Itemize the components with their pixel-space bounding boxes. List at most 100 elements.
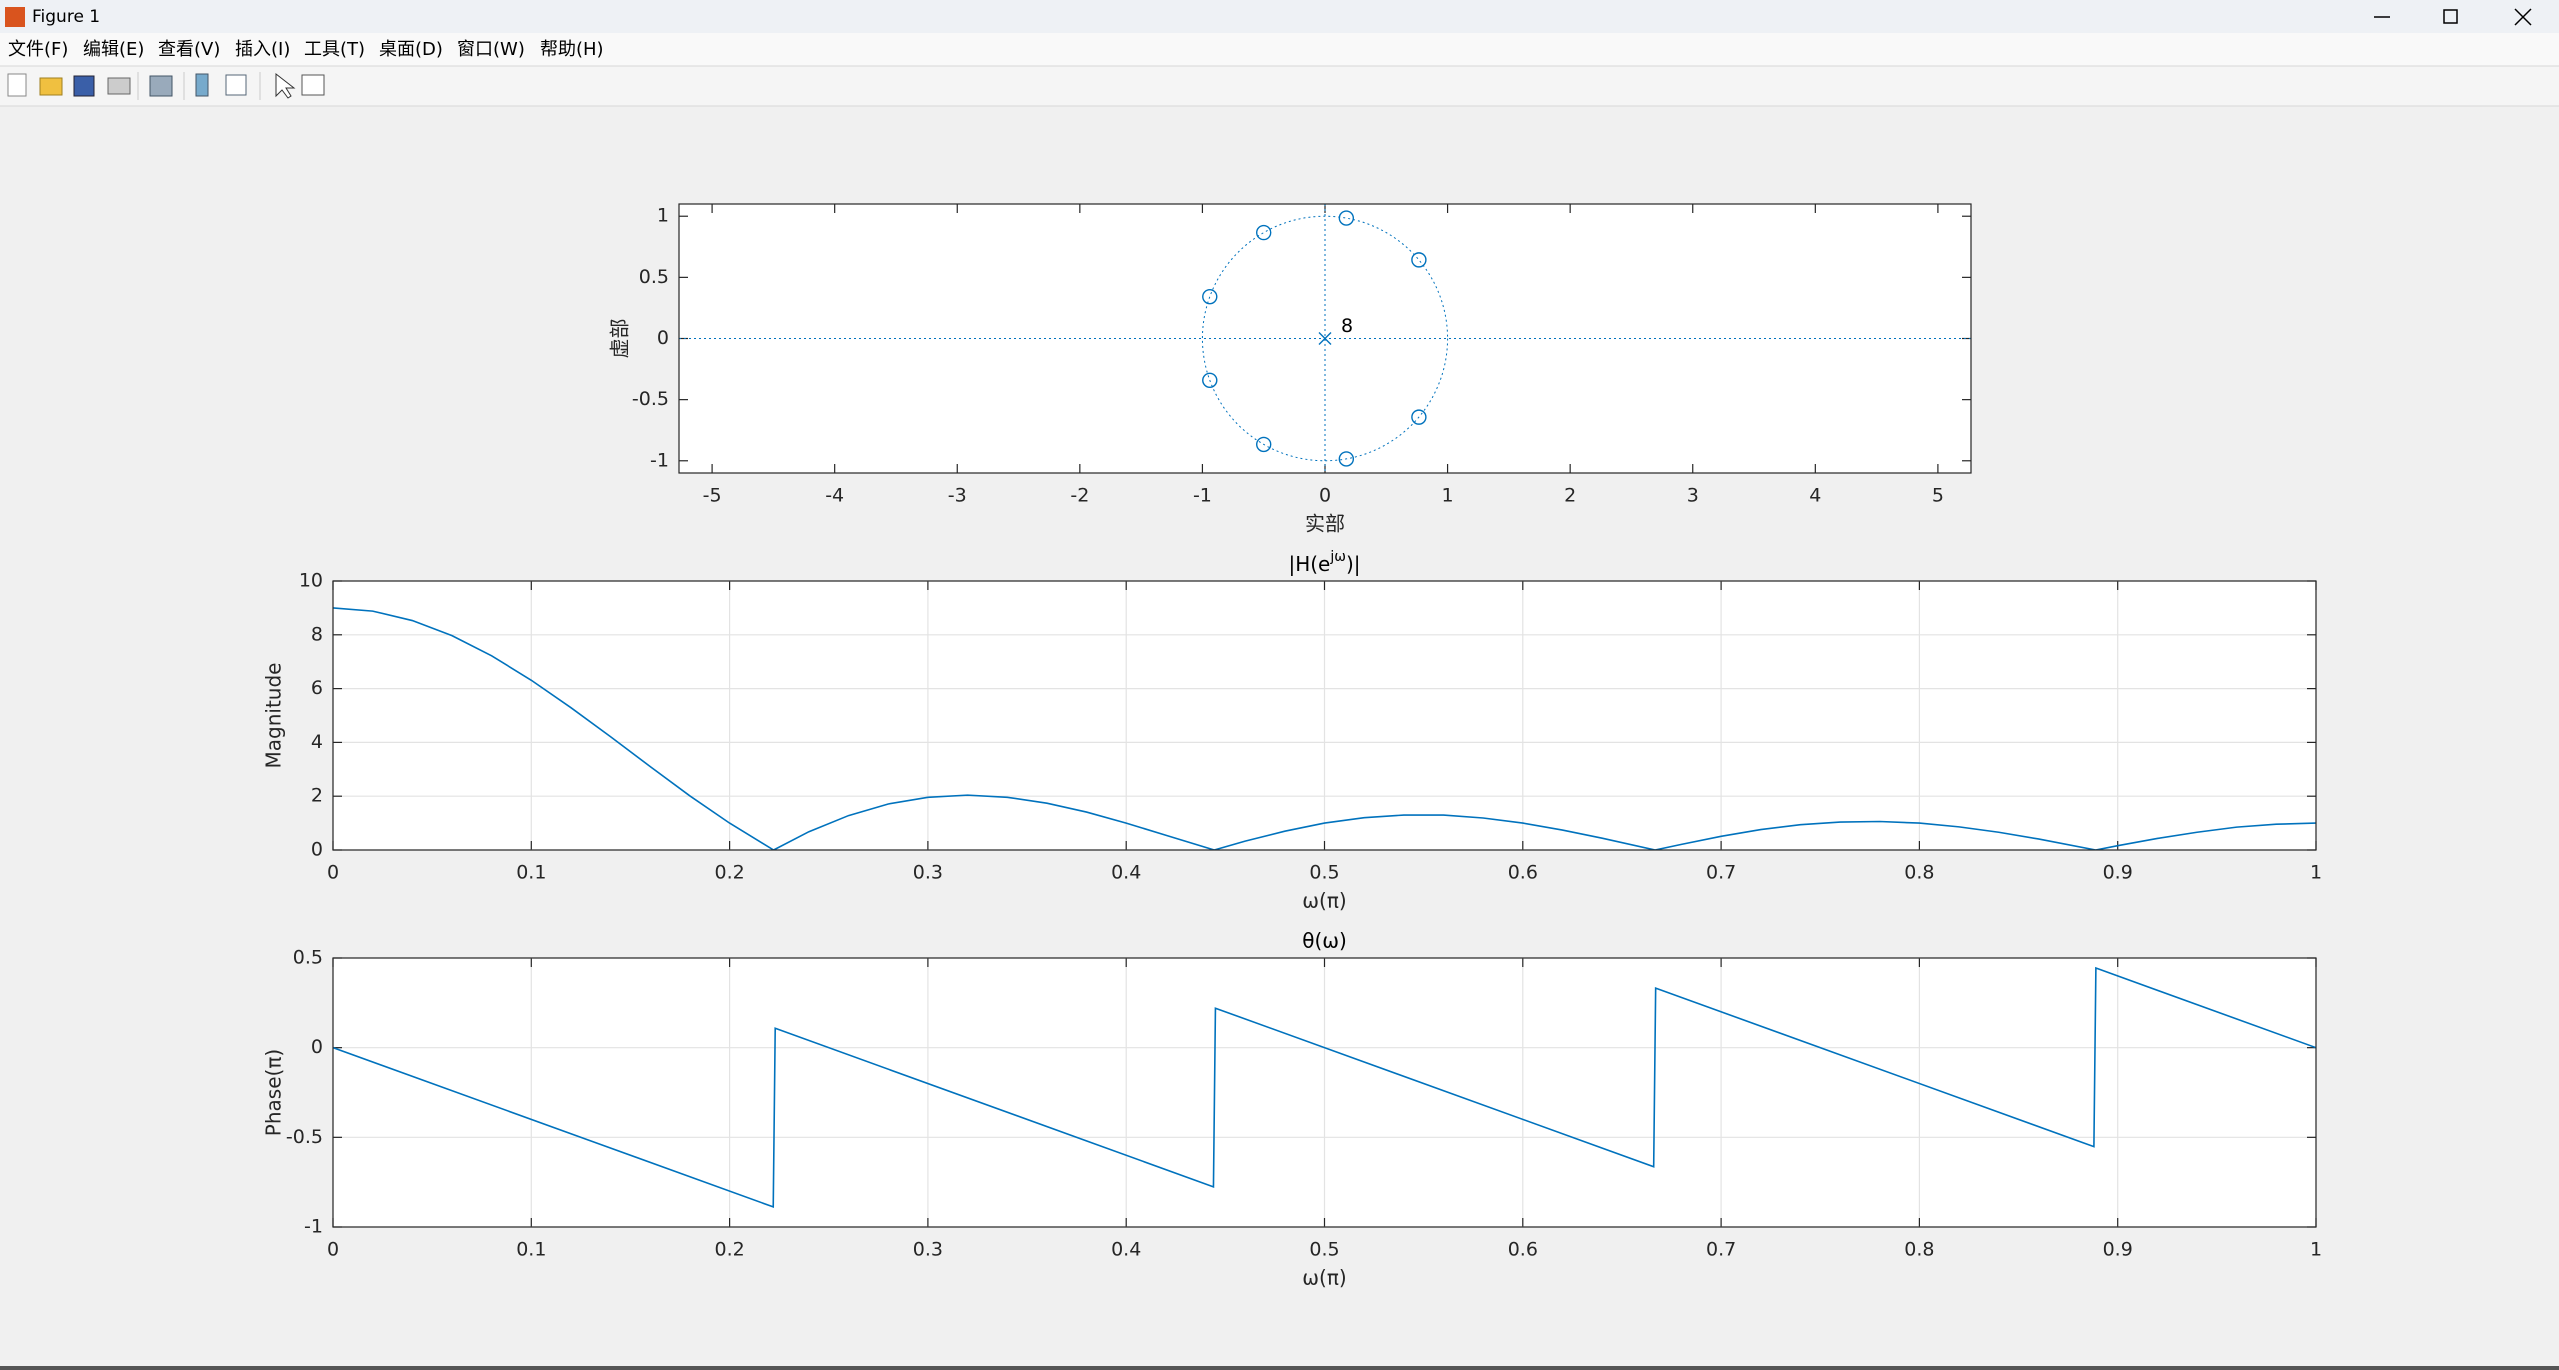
axes-box (678, 203, 1972, 474)
x-tick-label: 3 (1687, 485, 1699, 507)
x-tick-label: 0 (327, 1239, 339, 1261)
window-title: Figure 1 (32, 7, 100, 27)
x-tick-label: 0.6 (1508, 1239, 1538, 1261)
zero-marker (1202, 372, 1218, 389)
save-icon[interactable] (73, 75, 95, 97)
axes-box (332, 580, 2317, 851)
y-tick-label: -0.5 (632, 388, 669, 410)
zero-marker (1411, 409, 1427, 425)
open-icon[interactable] (39, 77, 63, 96)
x-tick-label: 0.3 (913, 862, 943, 884)
colorbar-icon[interactable] (195, 73, 209, 97)
close-button[interactable] (2514, 8, 2532, 26)
y-tick-label: -1 (650, 449, 669, 471)
data-layer (679, 204, 1971, 473)
y-tick-label: 0 (311, 1036, 323, 1058)
zero-marker (1411, 252, 1427, 268)
y-axis-label: Magnitude (262, 663, 286, 769)
x-tick-label: 0.9 (2103, 862, 2133, 884)
data-layer (333, 607, 2316, 850)
x-tick-label: 1 (2310, 1239, 2322, 1261)
axes: -5 -4 -3 -2 -1 0 1 2 3 4 5 -1 -0.5 0 0.5 1 8 实部 虚部 (608, 203, 1972, 536)
x-axis-label: ω(π) (1302, 889, 1346, 913)
x-tick-label: 0.8 (1904, 862, 1934, 884)
axes-box (332, 957, 2317, 1228)
legend-icon[interactable] (225, 74, 247, 96)
pole-marker (1318, 332, 1332, 345)
y-tick-label: 0 (311, 839, 323, 861)
toolbar (0, 66, 2559, 106)
x-tick-label: 0.8 (1904, 1239, 1934, 1261)
print-icon[interactable] (107, 77, 131, 95)
app-icon (5, 7, 25, 27)
x-tick-label: 0.6 (1508, 862, 1538, 884)
zero-marker (1338, 451, 1355, 467)
axes: 0 0.1 0.2 0.3 0.4 0.5 0.6 0.7 0.8 0.9 1 -1 -0.5 0 0.5 θ… (262, 929, 2323, 1290)
y-axis-label: Phase(π) (262, 1049, 286, 1136)
x-tick-label: 0.4 (1111, 862, 1141, 884)
x-tick-label: 0 (1319, 485, 1331, 507)
x-tick-label: -5 (703, 485, 722, 507)
x-tick-label: 0.2 (714, 862, 744, 884)
x-tick-label: 0.1 (516, 1239, 546, 1261)
x-tick-label: 0.7 (1706, 862, 1736, 884)
x-tick-label: 0.1 (516, 862, 546, 884)
x-tick-label: -1 (1193, 485, 1212, 507)
axes: 0 0.1 0.2 0.3 0.4 0.5 0.6 0.7 0.8 0.9 10246810|H(e… (262, 549, 2323, 913)
title-bar (0, 0, 2559, 33)
y-tick-label: 0.5 (293, 947, 323, 969)
y-tick-label: 2 (311, 785, 323, 807)
y-tick-label: 0 (657, 327, 669, 349)
y-tick-label: 0.5 (639, 266, 669, 288)
y-tick-label: 1 (657, 205, 669, 227)
x-tick-label: -3 (948, 485, 967, 507)
x-tick-label: 1 (2310, 862, 2322, 884)
zero-marker (1256, 224, 1272, 241)
x-tick-label: -4 (825, 485, 844, 507)
menu-item[interactable]: 插入(I) (235, 39, 290, 60)
x-tick-label: 0.2 (714, 1239, 744, 1261)
pole-multiplicity: 8 (1341, 315, 1353, 337)
x-tick-label: 0.5 (1309, 862, 1339, 884)
x-tick-label: 0.7 (1706, 1239, 1736, 1261)
data-line (333, 607, 2316, 850)
menu-item[interactable]: 帮助(H) (540, 39, 604, 60)
x-tick-label: 0 (327, 862, 339, 884)
menu-item[interactable]: 工具(T) (304, 39, 365, 60)
x-axis-label: 实部 (1305, 512, 1345, 536)
menu-item[interactable]: 窗口(W) (457, 39, 525, 60)
zero-marker (1256, 436, 1272, 453)
menu-item[interactable]: 编辑(E) (83, 39, 144, 60)
x-tick-label: 5 (1932, 485, 1944, 507)
menu-item[interactable]: 桌面(D) (379, 39, 443, 60)
toolbar-icons (7, 72, 325, 100)
y-tick-label: -0.5 (286, 1126, 323, 1148)
y-tick-label: 4 (311, 731, 323, 753)
x-tick-label: 0.3 (913, 1239, 943, 1261)
y-tick-label: 8 (311, 623, 323, 645)
data-layer (333, 966, 2316, 1209)
data-line (333, 966, 2316, 1209)
zero-marker (1202, 288, 1218, 305)
x-tick-label: 0.9 (2103, 1239, 2133, 1261)
maximize-button[interactable] (2443, 9, 2458, 24)
y-axis-label: 虚部 (608, 319, 632, 359)
x-tick-label: -2 (1070, 485, 1089, 507)
x-axis-label: ω(π) (1302, 1266, 1346, 1290)
edit-pointer-icon[interactable] (275, 72, 296, 99)
menu-item[interactable]: 文件(F) (8, 39, 68, 60)
x-tick-label: 4 (1809, 485, 1821, 507)
export-icon[interactable] (149, 75, 173, 97)
x-tick-label: 2 (1564, 485, 1576, 507)
y-tick-label: 10 (299, 570, 323, 592)
axes-title: θ(ω) (1302, 929, 1347, 953)
menu-bar (0, 33, 2559, 66)
x-tick-label: 0.5 (1309, 1239, 1339, 1261)
new-icon[interactable] (7, 73, 27, 97)
property-inspector-icon[interactable] (301, 74, 325, 96)
x-tick-label: 0.4 (1111, 1239, 1141, 1261)
bottom-edge (0, 1366, 2559, 1370)
menu-item[interactable]: 查看(V) (158, 39, 220, 60)
